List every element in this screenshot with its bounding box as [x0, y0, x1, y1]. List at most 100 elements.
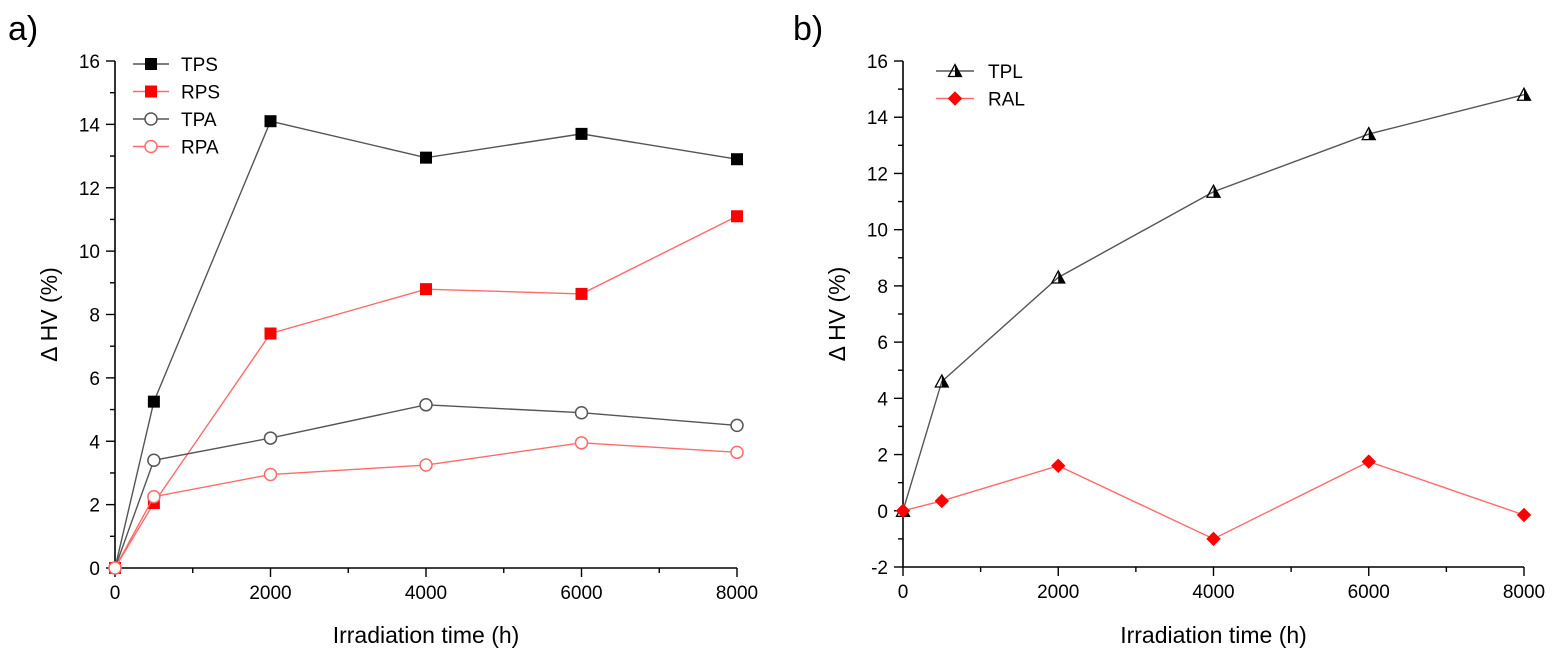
x-tick-label: 8000 [1503, 582, 1545, 603]
legend-label: TPA [181, 110, 217, 131]
x-tick-label: 0 [898, 582, 909, 603]
x-tick-label: 6000 [560, 583, 602, 604]
data-point [1206, 531, 1221, 547]
series-line [902, 94, 1525, 511]
data-point [1516, 86, 1532, 101]
y-tick-label: 0 [89, 559, 100, 580]
y-tick-label: 8 [877, 277, 888, 298]
legend-marker [145, 58, 157, 70]
data-point [1361, 126, 1377, 141]
y-tick-label: 16 [867, 52, 888, 73]
data-point-outline [1205, 183, 1222, 198]
x-tick-label: 0 [110, 583, 121, 604]
y-tick-label: 10 [79, 242, 100, 263]
legend-label: TPL [988, 62, 1023, 83]
data-point [147, 395, 160, 408]
data-point-outline [1516, 86, 1532, 101]
data-point [108, 561, 122, 575]
y-tick-label: 0 [877, 502, 888, 523]
y-tick-label: 4 [877, 389, 888, 410]
legend-entry: TPL [936, 62, 1023, 83]
data-point [934, 493, 950, 509]
y-tick-label: 12 [867, 164, 888, 185]
legend-marker [947, 91, 963, 106]
panel-label: b) [793, 10, 823, 48]
data-point [419, 398, 433, 412]
data-point [574, 405, 589, 420]
y-tick-label: 4 [89, 432, 100, 453]
data-point [419, 458, 433, 472]
series-line [114, 215, 738, 569]
y-tick-label: 14 [79, 115, 101, 136]
y-tick-label: 16 [79, 52, 100, 73]
data-point [934, 373, 950, 388]
legend-entry: TPA [133, 110, 217, 131]
y-tick-label: 6 [89, 369, 100, 390]
data-point [1516, 507, 1532, 523]
series-tpa [108, 398, 744, 575]
y-tick-label: 12 [79, 179, 100, 200]
data-point [263, 467, 278, 482]
data-point [730, 445, 744, 460]
series-line [114, 442, 738, 569]
legend-entry: RPA [133, 138, 219, 159]
x-axis-title: Irradiation time (h) [333, 622, 520, 648]
series-line [114, 120, 738, 569]
data-point [730, 418, 744, 433]
x-axis-title: Irradiation time (h) [1120, 622, 1307, 648]
series-line [902, 460, 1525, 540]
y-tick-label: 8 [89, 306, 100, 327]
series-rpa [108, 436, 744, 575]
data-point [575, 127, 588, 140]
y-tick-label: -2 [871, 558, 888, 579]
data-point [1050, 269, 1066, 284]
legend-label: RPS [181, 83, 220, 104]
legend-marker [144, 139, 158, 154]
data-point-outline [934, 373, 950, 388]
y-tick-label: 2 [877, 446, 888, 467]
legend-marker [144, 112, 158, 126]
x-tick-label: 6000 [1348, 582, 1390, 603]
legend-label: TPS [181, 55, 218, 76]
data-point [147, 453, 161, 468]
series-rps [109, 210, 743, 574]
y-tick-label: 2 [89, 496, 100, 517]
data-point [420, 151, 432, 164]
y-axis-title: Δ HV (%) [824, 267, 850, 362]
data-point [895, 503, 911, 518]
legend-marker [145, 85, 157, 98]
legend-label: RAL [988, 90, 1025, 111]
x-tick-label: 2000 [249, 583, 291, 604]
legend-entry: TPS [133, 55, 218, 76]
series-tps [109, 115, 743, 574]
data-point [264, 327, 277, 340]
data-point [263, 431, 278, 445]
series-tpl [895, 86, 1532, 517]
x-tick-label: 4000 [405, 583, 447, 604]
data-point [1205, 183, 1222, 198]
data-point [1361, 454, 1376, 469]
legend-marker [947, 63, 963, 78]
legend-entry: RAL [936, 90, 1025, 111]
series-ral [895, 454, 1532, 547]
data-point-outline [1050, 269, 1066, 284]
data-point [264, 115, 277, 128]
x-tick-label: 2000 [1037, 582, 1079, 603]
x-tick-label: 8000 [716, 583, 758, 604]
data-point [574, 436, 589, 450]
data-point [147, 489, 161, 504]
y-tick-label: 10 [867, 221, 888, 242]
data-point [731, 210, 743, 223]
data-point [731, 153, 743, 166]
legend-marker-outline [947, 63, 963, 78]
panel-label: a) [8, 10, 38, 48]
x-tick-label: 4000 [1192, 582, 1234, 603]
data-point [575, 287, 588, 300]
y-tick-label: 14 [867, 108, 889, 129]
legend-label: RPA [181, 138, 219, 159]
y-axis-title: Δ HV (%) [36, 267, 62, 362]
data-point [420, 283, 432, 296]
series-line [114, 404, 738, 569]
legend-entry: RPS [133, 83, 220, 104]
